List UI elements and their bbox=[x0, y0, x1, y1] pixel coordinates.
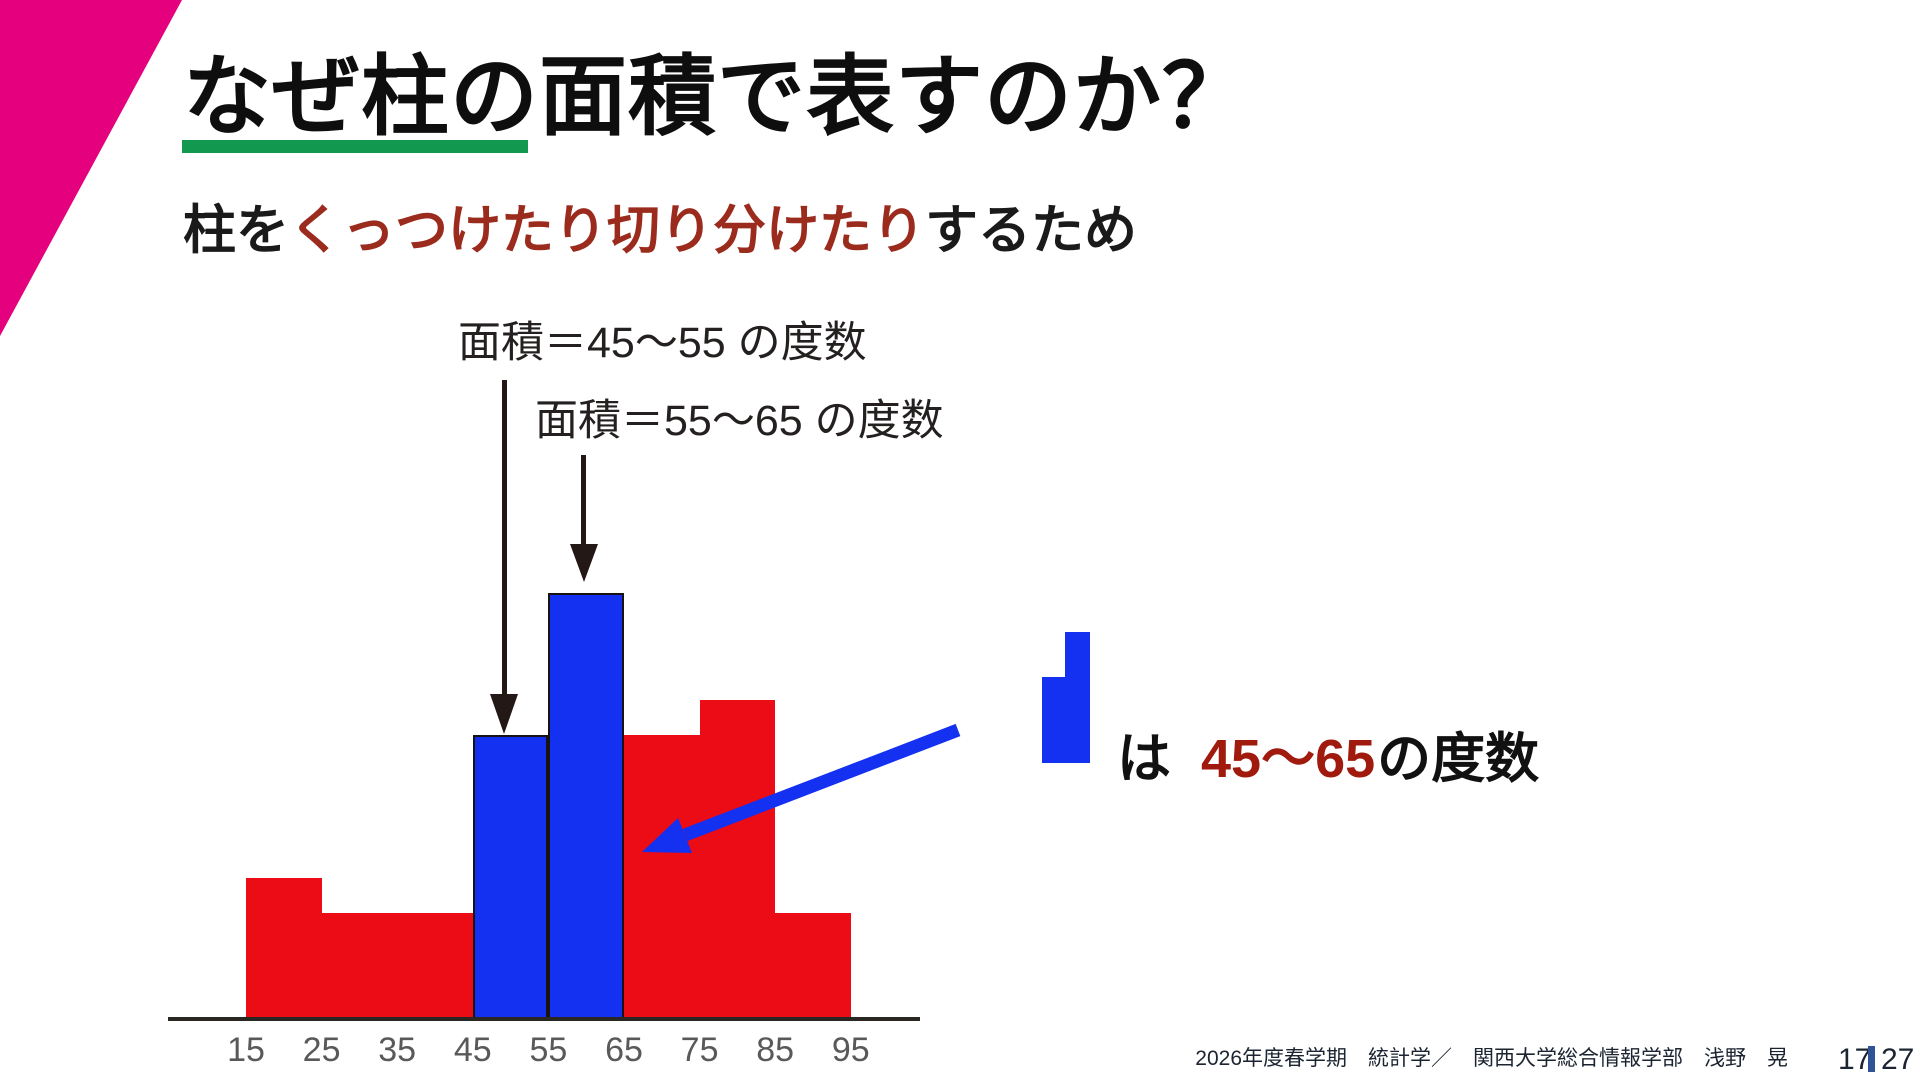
histogram-bar-85-95 bbox=[775, 913, 851, 1020]
legend-mini-bar-55-65 bbox=[1065, 632, 1090, 763]
x-axis-line bbox=[168, 1017, 920, 1021]
histogram-bar-65-75 bbox=[624, 735, 700, 1020]
histogram-bar-25-35 bbox=[321, 913, 398, 1020]
legend-caption: は 45～65の度数 bbox=[1117, 714, 1539, 793]
down-arrow-55-65-head-icon bbox=[570, 544, 598, 582]
x-tick-label-55: 55 bbox=[529, 1031, 568, 1069]
legend-caption-prefix: は bbox=[1117, 729, 1171, 789]
x-tick-label-65: 65 bbox=[605, 1031, 643, 1069]
slide-subtitle: 柱をくっつけたり切り分けたりするため bbox=[183, 188, 1137, 264]
footer-course-info: 2026年度春学期 統計学／ 関西大学総合情報学部 浅野 晃 bbox=[1195, 1047, 1788, 1070]
subtitle-prefix: 柱を bbox=[183, 201, 289, 260]
subtitle-highlight: くっつけたり切り分けたり bbox=[289, 201, 925, 260]
annotation-area-45-55: 面積＝45～55 の度数 bbox=[458, 319, 867, 367]
annotation-area-55-65: 面積＝55～65 の度数 bbox=[535, 397, 944, 445]
legend-mini-bar-45-55 bbox=[1042, 677, 1065, 763]
x-tick-label-85: 85 bbox=[756, 1031, 795, 1069]
down-arrow-45-55-line bbox=[502, 380, 507, 696]
histogram-bar-35-45 bbox=[397, 913, 473, 1020]
title-underline bbox=[182, 140, 528, 153]
subtitle-suffix: するため bbox=[925, 201, 1137, 260]
x-tick-label-95: 95 bbox=[831, 1031, 870, 1069]
page-number-current: 17 bbox=[1838, 1043, 1872, 1076]
x-tick-label-35: 35 bbox=[378, 1031, 417, 1069]
x-tick-label-45: 45 bbox=[453, 1031, 492, 1069]
histogram-bar-45-55 bbox=[472, 735, 549, 1020]
corner-accent-triangle bbox=[0, 0, 182, 336]
histogram-bar-15-25 bbox=[246, 877, 322, 1020]
page-number-total: 27 bbox=[1881, 1043, 1915, 1076]
down-arrow-55-65-line bbox=[581, 455, 586, 547]
down-arrow-45-55-head-icon bbox=[490, 694, 518, 734]
page-number-separator bbox=[1868, 1046, 1875, 1072]
x-tick-label-25: 25 bbox=[302, 1031, 341, 1069]
x-tick-label-15: 15 bbox=[227, 1031, 265, 1069]
legend-caption-suffix: の度数 bbox=[1377, 729, 1540, 789]
histogram-bar-75-85 bbox=[699, 699, 776, 1020]
slide-title: なぜ柱の面積で表すのか？ bbox=[183, 47, 1252, 146]
x-tick-label-75: 75 bbox=[680, 1031, 719, 1069]
histogram-bar-55-65 bbox=[548, 592, 624, 1020]
legend-caption-range: 45～65 bbox=[1201, 729, 1376, 789]
